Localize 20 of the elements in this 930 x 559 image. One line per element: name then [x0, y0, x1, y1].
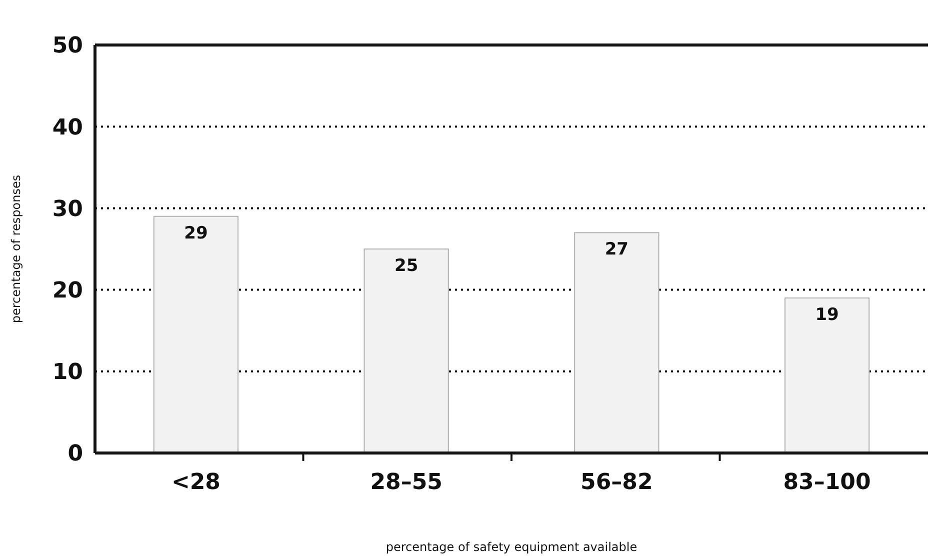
- bar: [784, 297, 870, 454]
- data-label: 25: [394, 256, 418, 276]
- x-tick-label: 83–100: [783, 470, 871, 495]
- x-tick-label: 56–82: [580, 470, 653, 495]
- data-label: 27: [604, 240, 629, 260]
- bar: [364, 248, 449, 454]
- x-tick-label: <28: [171, 470, 220, 495]
- y-tick-label: 30: [52, 196, 83, 222]
- bar: [574, 232, 660, 454]
- data-label: 29: [184, 223, 208, 244]
- bar: [153, 216, 239, 454]
- y-tick-label: 10: [52, 360, 83, 386]
- y-axis-title: percentage of responses: [9, 174, 23, 324]
- y-tick-label: 20: [52, 278, 83, 304]
- x-tick-label: 28–55: [370, 470, 442, 495]
- data-label: 19: [815, 304, 839, 325]
- y-tick-label: 0: [68, 442, 83, 467]
- y-tick-label: 40: [52, 115, 83, 140]
- y-tick-label: 50: [52, 34, 83, 59]
- x-axis-title: percentage of safety equipment available: [386, 540, 638, 554]
